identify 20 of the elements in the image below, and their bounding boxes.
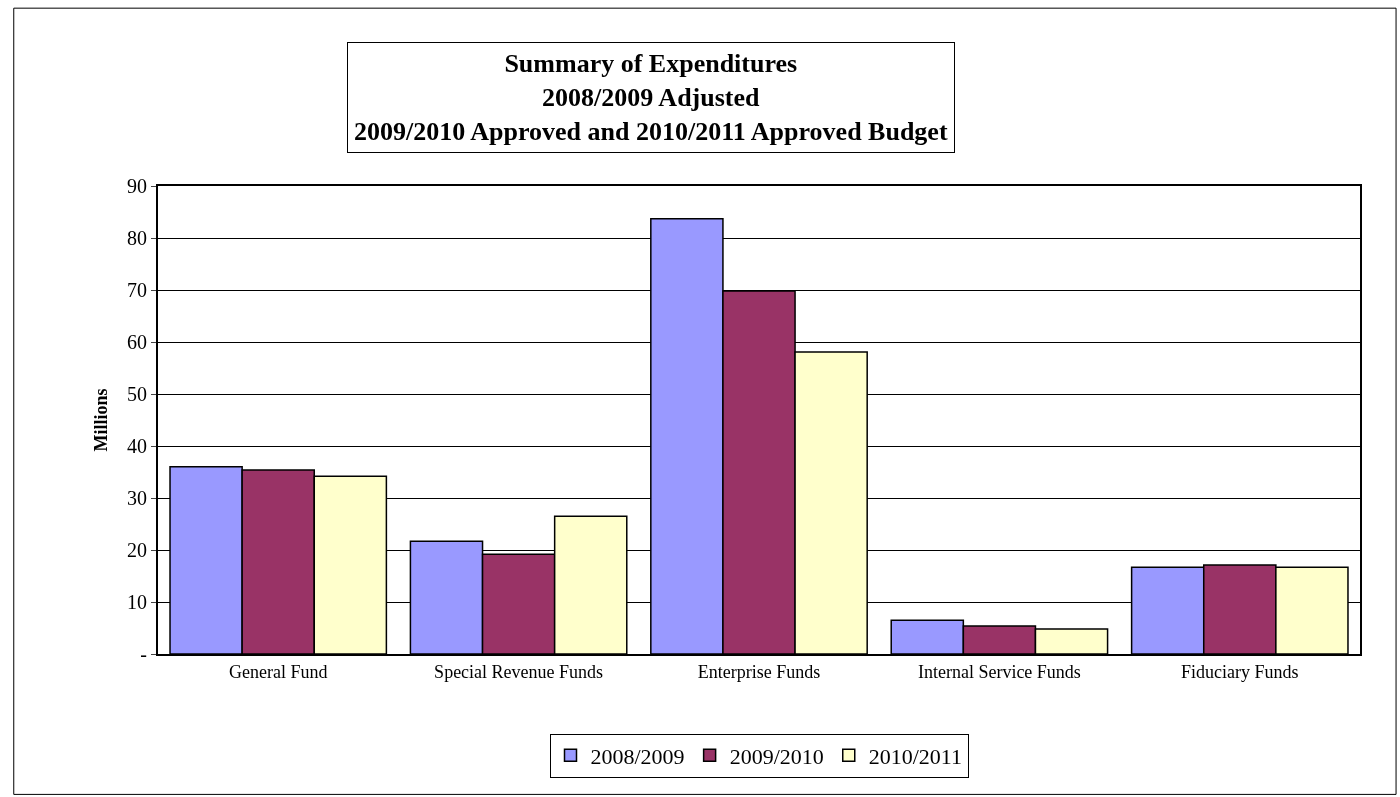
x-tick-label: Special Revenue Funds <box>434 661 604 682</box>
y-tick-label: 40 <box>127 435 147 457</box>
x-tick-label: Fiduciary Funds <box>1181 661 1299 682</box>
x-tick-label: General Fund <box>228 661 328 682</box>
legend-label: 2009/2010 <box>729 743 824 769</box>
y-tick-label: - <box>140 643 147 665</box>
y-tick-label: 80 <box>127 227 147 249</box>
y-tick-label: 70 <box>127 279 147 301</box>
y-tick-label: 90 <box>127 175 147 197</box>
legend-label: 2008/2009 <box>590 743 685 769</box>
y-tick-label: 20 <box>127 539 147 561</box>
x-tick-label: Internal Service Funds <box>917 661 1081 682</box>
chart-title: Summary of Expenditures 2008/2009 Adjusted 2009/2010 Approved and 2010/2011 Approved Budget <box>354 49 948 146</box>
legend-label: 2010/2011 <box>868 743 963 769</box>
y-tick-label: 10 <box>127 591 147 613</box>
y-tick-label: 50 <box>127 383 147 405</box>
x-tick-label: Enterprise Funds <box>697 661 821 682</box>
y-axis-title: Millions <box>90 388 111 452</box>
y-tick-label: 60 <box>127 331 147 353</box>
y-tick-label: 30 <box>127 487 147 509</box>
